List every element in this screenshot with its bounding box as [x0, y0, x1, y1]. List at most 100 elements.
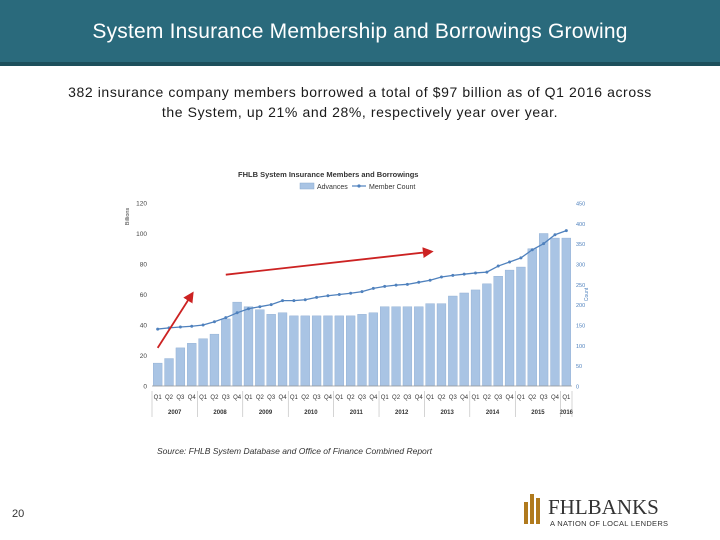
bar-advances [448, 295, 458, 387]
bar-advances [255, 309, 265, 387]
x-tick-label-quarter: Q1 [472, 395, 481, 401]
point-member-count [269, 303, 273, 307]
bar-advances [391, 306, 401, 387]
bar-advances [289, 315, 299, 387]
y-left-tick-label: 60 [140, 292, 148, 299]
x-tick-label-quarter: Q2 [256, 395, 265, 401]
bar-advances [334, 315, 344, 387]
point-member-count [417, 280, 421, 284]
trend-arrow [225, 247, 434, 276]
x-tick-label-quarter: Q3 [540, 395, 549, 401]
bar-advances [187, 343, 197, 387]
bar-advances [527, 248, 537, 387]
trend-arrow [156, 291, 194, 349]
bar-advances [482, 283, 492, 387]
bar-advances [266, 314, 276, 387]
x-tick-label-quarter: Q4 [324, 395, 333, 401]
legend-swatch-advances [299, 182, 315, 190]
y-right-tick-label: 250 [576, 283, 585, 289]
y-left-tick-label: 0 [143, 384, 147, 391]
point-member-count [315, 295, 319, 299]
x-tick-label-year: 2012 [395, 410, 409, 416]
x-tick-label-quarter: Q2 [301, 395, 310, 401]
x-tick-label-quarter: Q4 [551, 395, 560, 401]
source-note: Source: FHLB System Database and Office … [157, 446, 432, 456]
fhlbanks-logo: FHLBANKS A NATION OF LOCAL LENDERS [524, 494, 668, 528]
x-tick-label-year: 2014 [486, 410, 500, 416]
y-right-tick-label: 350 [576, 242, 585, 248]
x-tick-label-quarter: Q4 [460, 395, 469, 401]
bar-advances [209, 333, 220, 387]
x-tick-label-quarter: Q4 [188, 395, 197, 401]
x-tick-label-year: 2013 [440, 410, 454, 416]
bar-advances [436, 303, 447, 387]
point-member-count [474, 271, 478, 275]
point-member-count [292, 299, 296, 303]
point-member-count [428, 278, 432, 282]
bar-advances [357, 314, 367, 387]
y-right-tick-label: 300 [576, 263, 585, 269]
x-tick-label-year: 2016 [560, 410, 574, 416]
bar-advances [198, 338, 208, 387]
point-member-count [530, 248, 534, 252]
point-member-count [337, 293, 341, 296]
x-tick-label-quarter: Q2 [437, 395, 446, 401]
bar-advances [243, 306, 254, 387]
x-tick-label-quarter: Q4 [279, 395, 288, 401]
point-member-count [451, 273, 455, 277]
x-tick-label-quarter: Q1 [154, 395, 163, 401]
x-tick-label-quarter: Q3 [176, 395, 185, 401]
x-tick-label-quarter: Q4 [415, 395, 424, 401]
point-member-count [178, 325, 182, 329]
point-member-count [496, 264, 500, 268]
x-tick-label-year: 2007 [168, 410, 182, 416]
point-member-count [553, 233, 557, 237]
x-tick-label-year: 2009 [259, 410, 273, 416]
bar-advances [346, 315, 356, 387]
x-tick-label-quarter: Q3 [403, 395, 412, 401]
x-tick-label-quarter: Q1 [381, 395, 390, 401]
point-member-count [212, 320, 216, 324]
bar-advances [175, 347, 186, 387]
bar-advances [380, 306, 390, 387]
x-tick-label-quarter: Q1 [199, 395, 208, 401]
y-right-tick-label: 200 [576, 303, 585, 309]
bar-advances [425, 303, 435, 387]
logo-mark-icon [524, 494, 540, 524]
y-right-tick-label: 100 [576, 344, 585, 350]
slide-subtitle: 382 insurance company members borrowed a… [68, 84, 652, 120]
bar-advances [550, 237, 560, 387]
x-tick-label-quarter: Q3 [267, 395, 276, 401]
point-member-count [439, 275, 443, 279]
logo-tagline: A NATION OF LOCAL LENDERS [550, 519, 668, 528]
point-member-count [360, 290, 364, 294]
x-tick-label-quarter: Q4 [506, 395, 515, 401]
y-right-tick-label: 400 [576, 222, 585, 228]
x-tick-label-quarter: Q1 [244, 395, 253, 401]
point-member-count [371, 286, 375, 290]
x-tick-label-quarter: Q3 [494, 395, 503, 401]
point-member-count [564, 229, 568, 233]
x-tick-label-quarter: Q2 [210, 395, 219, 401]
point-member-count [258, 305, 262, 309]
y-right-axis-label: Count [584, 287, 590, 301]
x-tick-label-year: 2011 [350, 410, 364, 416]
x-tick-label-quarter: Q1 [517, 395, 526, 401]
x-tick-label-quarter: Q3 [222, 395, 231, 401]
point-member-count [462, 272, 466, 276]
legend-label-member-count: Member Count [369, 184, 415, 191]
bar-advances [470, 289, 481, 387]
x-tick-label-quarter: Q1 [426, 395, 435, 401]
bar-advances [311, 315, 322, 387]
bar-advances [459, 292, 469, 387]
bar-advances [323, 315, 333, 387]
point-member-count [326, 294, 330, 298]
x-tick-label-quarter: Q4 [369, 395, 378, 401]
x-tick-label-quarter: Q3 [449, 395, 458, 401]
point-member-count [201, 323, 205, 327]
bar-advances [153, 362, 163, 387]
point-member-count [519, 256, 523, 260]
bar-advances [164, 358, 174, 387]
x-tick-label-year: 2008 [213, 410, 227, 416]
bar-advances [221, 318, 231, 387]
